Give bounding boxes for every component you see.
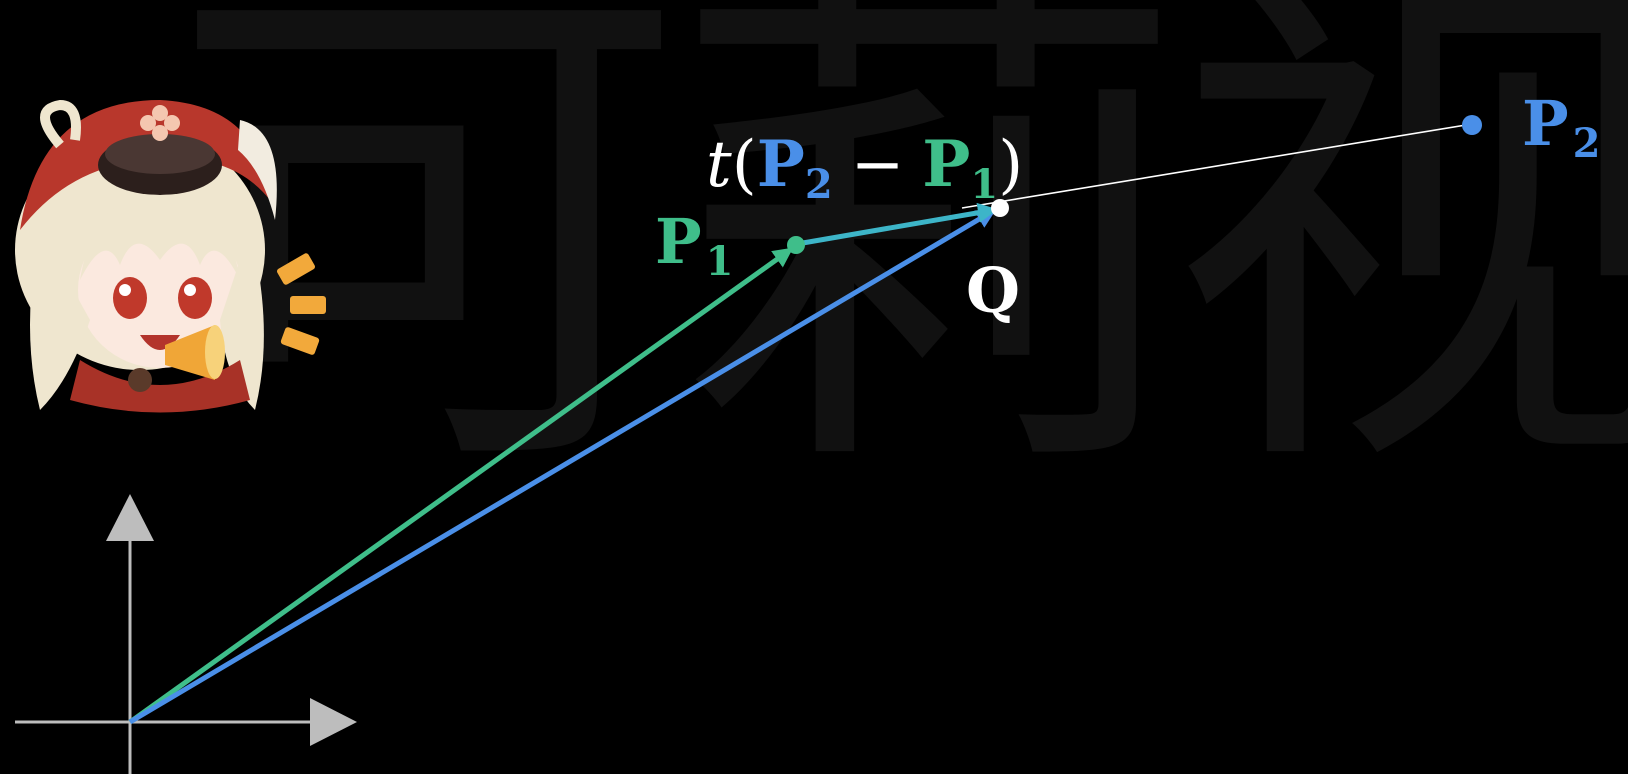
label-p2-base: P [1522,87,1569,160]
vector-t-p2-minus-p1 [796,202,998,247]
label-p2-sub: 2 [1573,120,1601,167]
vector-q [128,208,997,725]
formula-p2-sub: 2 [805,161,833,208]
point-p2-dot [1462,115,1482,135]
klee-mascot-icon [15,99,326,413]
line-p1-p2 [961,123,1473,209]
formula-close-paren: ) [998,128,1023,202]
vector-p1 [128,247,794,725]
coordinate-axes [15,494,357,774]
formula-t: t [706,128,732,202]
x-axis-arrowhead-icon [310,698,357,746]
point-p1-dot [787,236,805,254]
formula-minus: − [851,128,905,202]
label-p1-sub: 1 [706,238,734,285]
formula-p1-sub: 1 [970,161,998,208]
megaphone-icon [165,325,225,380]
point-q-dot [991,199,1009,217]
label-q: Q [966,254,1020,327]
sound-lines-icon [277,253,326,355]
y-axis-arrowhead-icon [106,494,154,541]
clover-icon [140,105,180,141]
formula-p2-base: P [757,127,805,202]
label-p1-base: P [655,205,702,278]
formula-p1-base: P [922,127,970,202]
formula-t-p2-minus-p1: t(P2− P1) [706,127,1023,208]
watermark-text: 可莉视 [168,0,1628,533]
formula-open-paren: ( [732,128,757,202]
